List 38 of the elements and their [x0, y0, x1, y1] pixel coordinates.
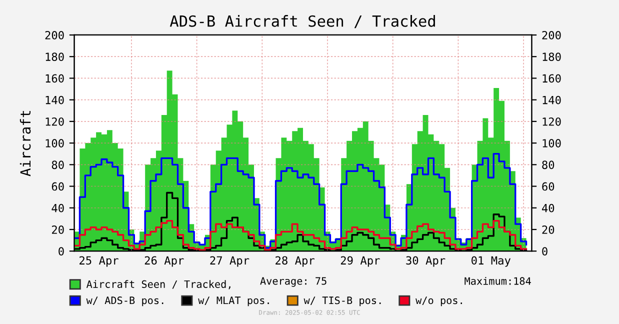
x-tick-label: 01 May [472, 256, 511, 267]
y2-tick-label: 160 [542, 74, 561, 83]
y-tick-label: 120 [46, 117, 64, 126]
y-tick-label: 200 [45, 30, 64, 40]
x-tick-label: 25 Apr [80, 256, 118, 267]
y2-tick-label: 180 [542, 52, 561, 62]
legend-label: w/ ADS-B pos. [86, 296, 164, 306]
y-tick-label: 160 [46, 74, 64, 83]
y2-tick-label: 40 [542, 204, 554, 212]
y2-tick-label: 60 [542, 182, 554, 191]
legend-label: w/ MLAT pos. [198, 296, 269, 306]
y2-tick-label: 200 [542, 30, 561, 40]
legend-label: w/o pos. [416, 296, 462, 306]
x-tick-label: 30 Apr [406, 256, 446, 267]
text: Maximum:184 [464, 277, 531, 285]
x-tick-label: 28 Apr [276, 256, 314, 267]
y-tick-label: 40 [52, 204, 64, 212]
legend-label: w/ TIS-B pos. [304, 296, 381, 306]
text: Average: 75 [260, 277, 326, 287]
y2-tick-label: 20 [542, 225, 554, 234]
y-axis-title: Aircraft [20, 110, 31, 176]
legend-label: Aircraft Seen / Tracked, [86, 280, 230, 290]
x-tick-label: 29 Apr [340, 256, 380, 267]
y-tick-label: 20 [52, 225, 64, 234]
y-tick-label: 0 [58, 247, 64, 256]
y-tick-label: 180 [46, 52, 64, 62]
y-tick-label: 140 [46, 96, 64, 104]
y-tick-label: 100 [46, 139, 64, 148]
y2-tick-label: 140 [542, 96, 561, 104]
chart-title: ADS-B Aircraft Seen / Tracked [170, 15, 435, 28]
y2-tick-label: 0 [542, 247, 548, 256]
y2-tick-label: 100 [542, 139, 561, 148]
y-tick-label: 60 [52, 182, 64, 191]
y-tick-label: 80 [52, 160, 64, 170]
x-tick-label: 26 Apr [144, 256, 184, 267]
y2-tick-label: 120 [542, 117, 561, 126]
x-tick-label: 27 Apr [210, 256, 250, 267]
y2-tick-label: 80 [542, 160, 554, 170]
